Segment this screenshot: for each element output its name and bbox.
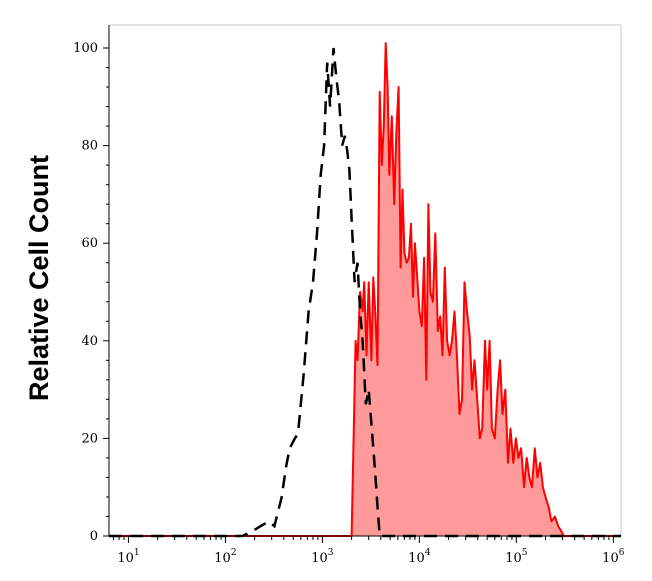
y-tick-label: 20	[81, 431, 98, 446]
x-tick-label: 103	[311, 548, 334, 566]
y-tick-label: 80	[81, 139, 98, 154]
y-tick-label: 100	[73, 41, 98, 56]
plot-area: 101 102 103 104 105 106 0 20 40 60 80 100	[73, 24, 625, 566]
y-tick-label: 40	[81, 334, 98, 349]
y-tick-label: 0	[90, 529, 98, 544]
stained-series-line	[109, 42, 621, 537]
x-tick-label: 105	[505, 548, 528, 566]
x-tick-label: 101	[117, 548, 139, 566]
y-axis-ticks: 0 20 40 60 80 100	[73, 41, 109, 544]
x-tick-label: 106	[602, 548, 625, 566]
x-axis-ticks: 101 102 103 104 105 106	[112, 536, 625, 566]
x-tick-label: 104	[408, 548, 431, 566]
y-tick-label: 60	[81, 236, 98, 251]
x-tick-label: 102	[214, 548, 236, 566]
stained-area-fill	[109, 43, 621, 536]
y-axis-label: Relative Cell Count	[24, 155, 54, 401]
